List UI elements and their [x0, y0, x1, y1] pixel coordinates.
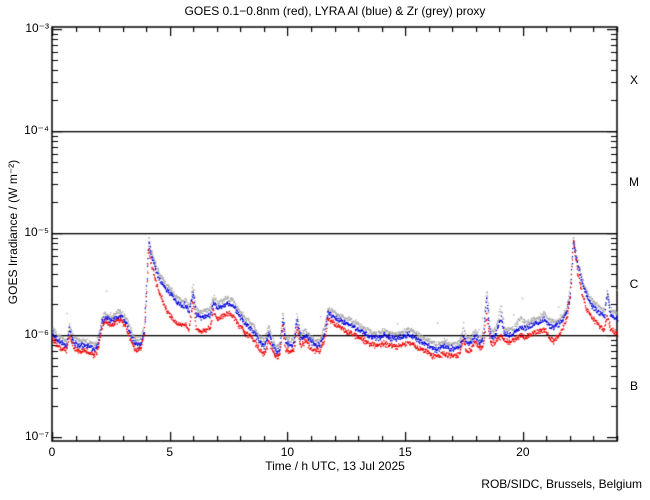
- y-tick-label: 10⁻³: [25, 21, 49, 35]
- y-tick-label: 10⁻⁷: [24, 429, 49, 443]
- flare-class-label: B: [629, 379, 638, 393]
- x-tick-label: 10: [280, 445, 295, 459]
- y-tick-label: 10⁻⁴: [24, 123, 49, 137]
- x-tick-label: 20: [516, 445, 530, 459]
- x-tick-label: 5: [166, 445, 174, 459]
- flare-class-label: C: [629, 277, 639, 291]
- x-tick-label: 15: [398, 445, 412, 459]
- credit-text: ROB/SIDC, Brussels, Belgium: [481, 477, 642, 491]
- flare-class-label: X: [629, 73, 638, 87]
- x-axis-title: Time / h UTC, 13 Jul 2025: [265, 459, 405, 473]
- x-tick-label: 0: [48, 445, 56, 459]
- y-tick-label: 10⁻⁶: [24, 327, 49, 341]
- y-tick-label: 10⁻⁵: [24, 225, 49, 239]
- flare-class-label: M: [629, 175, 639, 189]
- chart-title: GOES 0.1−0.8nm (red), LYRA Al (blue) & Z…: [184, 4, 486, 18]
